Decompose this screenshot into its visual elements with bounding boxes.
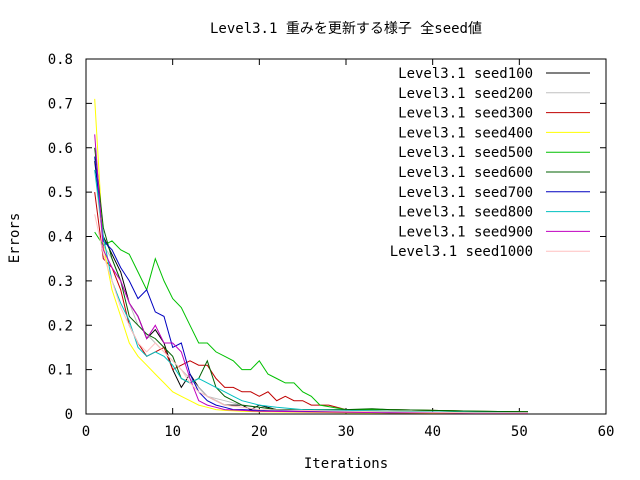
x-axis-label: Iterations — [304, 456, 388, 472]
legend-label: Level3.1 seed700 — [398, 185, 533, 201]
legend-label: Level3.1 seed200 — [398, 86, 533, 102]
y-axis-label: Errors — [7, 213, 23, 264]
x-tick-label: 40 — [424, 424, 441, 440]
data-lines — [94, 98, 529, 414]
y-tick-label: 0.7 — [48, 96, 73, 112]
legend-label: Level3.1 seed900 — [398, 224, 533, 240]
y-tick-label: 0.6 — [48, 141, 73, 157]
y-tick-label: 0.8 — [48, 52, 73, 68]
legend-label: Level3.1 seed300 — [398, 106, 533, 122]
axis-ticks: 0 10 20 30 40 50 60 0 0.1 0.2 0.3 0.4 0.5 0.6 0.7 0.8 — [48, 52, 615, 440]
y-tick-label: 0.3 — [48, 274, 73, 290]
x-tick-label: 0 — [82, 424, 90, 440]
x-tick-label: 60 — [598, 424, 615, 440]
y-tick-label: 0.5 — [48, 185, 73, 201]
x-tick-label: 20 — [251, 424, 268, 440]
legend-label: Level3.1 seed500 — [398, 145, 533, 161]
y-tick-label: 0 — [65, 407, 73, 423]
series-line — [94, 147, 529, 413]
x-tick-label: 10 — [164, 424, 181, 440]
x-tick-label: 30 — [338, 424, 355, 440]
chart-title: Level3.1 重みを更新する様子 全seed値 — [210, 20, 482, 37]
y-tick-label: 0.2 — [48, 318, 73, 334]
y-tick-label: 0.1 — [48, 363, 73, 379]
legend-label: Level3.1 seed800 — [398, 205, 533, 221]
series-line — [94, 169, 529, 414]
series-line — [94, 231, 529, 413]
y-tick-label: 0.4 — [48, 230, 73, 246]
series-line — [94, 134, 528, 414]
x-tick-label: 50 — [511, 424, 528, 440]
series-line — [94, 214, 528, 414]
legend: Level3.1 seed100 Level3.1 seed200 Level3.1… — [390, 66, 590, 260]
series-line — [94, 192, 529, 413]
legend-label: Level3.1 seed400 — [398, 125, 533, 141]
legend-label: Level3.1 seed1000 — [390, 244, 533, 260]
legend-label: Level3.1 seed600 — [398, 165, 533, 181]
legend-label: Level3.1 seed100 — [398, 66, 533, 82]
